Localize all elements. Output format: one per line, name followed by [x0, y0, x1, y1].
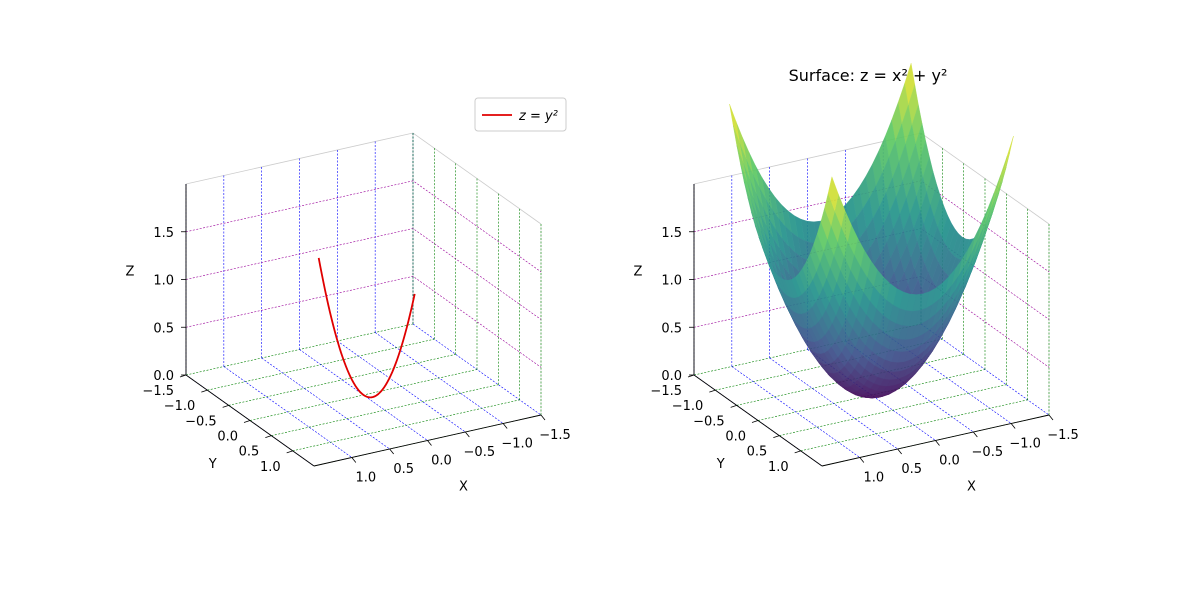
x-tick-label: −1.5: [1047, 428, 1079, 443]
x-tick-label: 0.5: [393, 462, 414, 477]
x-axis-label: X: [967, 480, 976, 495]
y-axis-label: Y: [208, 457, 217, 472]
surface: [729, 63, 1014, 399]
x-tick-label: 1.0: [355, 471, 376, 486]
x-tick-mark: [389, 448, 394, 455]
z-tick-label: 0.5: [661, 321, 682, 336]
x-tick-label: 0.0: [939, 454, 960, 469]
y-tick-label: −1.5: [650, 384, 682, 399]
y-tick-mark: [794, 450, 801, 454]
z-tick-label: 1.0: [661, 274, 682, 289]
y-tick-label: −1.0: [672, 399, 704, 414]
x-tick-mark: [935, 440, 940, 446]
legend-label: z = y²: [518, 109, 558, 124]
x-tick-mark: [973, 431, 978, 438]
x-tick-label: −1.0: [1009, 437, 1041, 452]
y-tick-label: −1.0: [164, 399, 196, 414]
x-tick-mark: [427, 440, 432, 446]
grid-line: [271, 384, 499, 436]
legend: z = y²: [474, 97, 567, 132]
x-tick-label: −0.5: [972, 445, 1004, 460]
y-tick-mark: [773, 435, 780, 439]
y-tick-mark: [201, 389, 208, 393]
x-tick-label: −0.5: [464, 445, 496, 460]
y-tick-mark: [730, 404, 737, 408]
legend-box: [474, 97, 567, 132]
x-tick-label: 0.5: [901, 462, 922, 477]
z-axis-label: Z: [634, 265, 643, 280]
x-tick-mark: [897, 448, 902, 455]
x-tick-mark: [465, 431, 470, 438]
y-tick-mark: [709, 389, 716, 393]
z-tick-label: 1.5: [661, 226, 682, 241]
y-tick-label: 1.0: [768, 460, 789, 475]
grid-line: [228, 354, 456, 406]
z-tick-label: 0.5: [153, 321, 174, 336]
y-tick-mark: [751, 420, 759, 423]
y-tick-label: 0.0: [725, 430, 746, 445]
surface-patch: [827, 176, 839, 212]
x-tick-mark: [351, 457, 357, 463]
grid-line: [185, 228, 542, 320]
surface-patch: [729, 103, 740, 144]
chart-title: Surface: z = x² + y²: [789, 66, 948, 85]
y-tick-mark: [265, 435, 272, 439]
series-line-z-y2: [317, 257, 416, 399]
x-tick-mark: [1010, 423, 1016, 429]
pane-top-edge: [185, 132, 542, 225]
z-tick-label: 1.0: [153, 274, 174, 289]
x-tick-mark: [859, 457, 865, 463]
y-tick-label: 0.5: [239, 445, 260, 460]
y-tick-label: 0.5: [747, 445, 768, 460]
axes-1: 1.00.50.0−0.5−1.0−1.5−1.5−1.0−0.50.00.51…: [126, 132, 571, 495]
x-tick-label: 0.0: [431, 454, 452, 469]
y-axis-label: Y: [716, 457, 725, 472]
y-tick-label: 0.0: [217, 430, 238, 445]
grid-line: [800, 399, 1028, 452]
z-axis-label: Z: [126, 265, 135, 280]
y-tick-label: 1.0: [260, 460, 281, 475]
grid-line: [292, 399, 520, 452]
y-tick-label: −1.5: [142, 384, 174, 399]
x-tick-mark: [540, 414, 546, 421]
y-tick-label: −0.5: [693, 414, 725, 429]
x-tick-mark: [502, 423, 508, 429]
y-tick-label: −0.5: [185, 414, 217, 429]
surface-patch: [1003, 135, 1014, 173]
x-tick-label: −1.5: [539, 428, 571, 443]
grid-line: [185, 275, 542, 368]
y-tick-mark: [243, 420, 251, 423]
x-tick-label: −1.0: [501, 437, 533, 452]
z-tick-label: 0.0: [661, 369, 682, 384]
grid-line: [779, 384, 1007, 436]
grid-line: [185, 180, 542, 273]
x-tick-label: 1.0: [863, 471, 884, 486]
y-tick-mark: [286, 450, 293, 454]
z-tick-label: 0.0: [153, 369, 174, 384]
axes-2: 1.00.50.0−0.5−1.0−1.5−1.5−1.0−0.50.00.51…: [634, 63, 1079, 495]
z-tick-label: 1.5: [153, 226, 174, 241]
surface-patch: [996, 156, 1008, 192]
y-tick-mark: [222, 404, 229, 408]
x-tick-mark: [1048, 414, 1054, 421]
x-axis-label: X: [459, 480, 468, 495]
